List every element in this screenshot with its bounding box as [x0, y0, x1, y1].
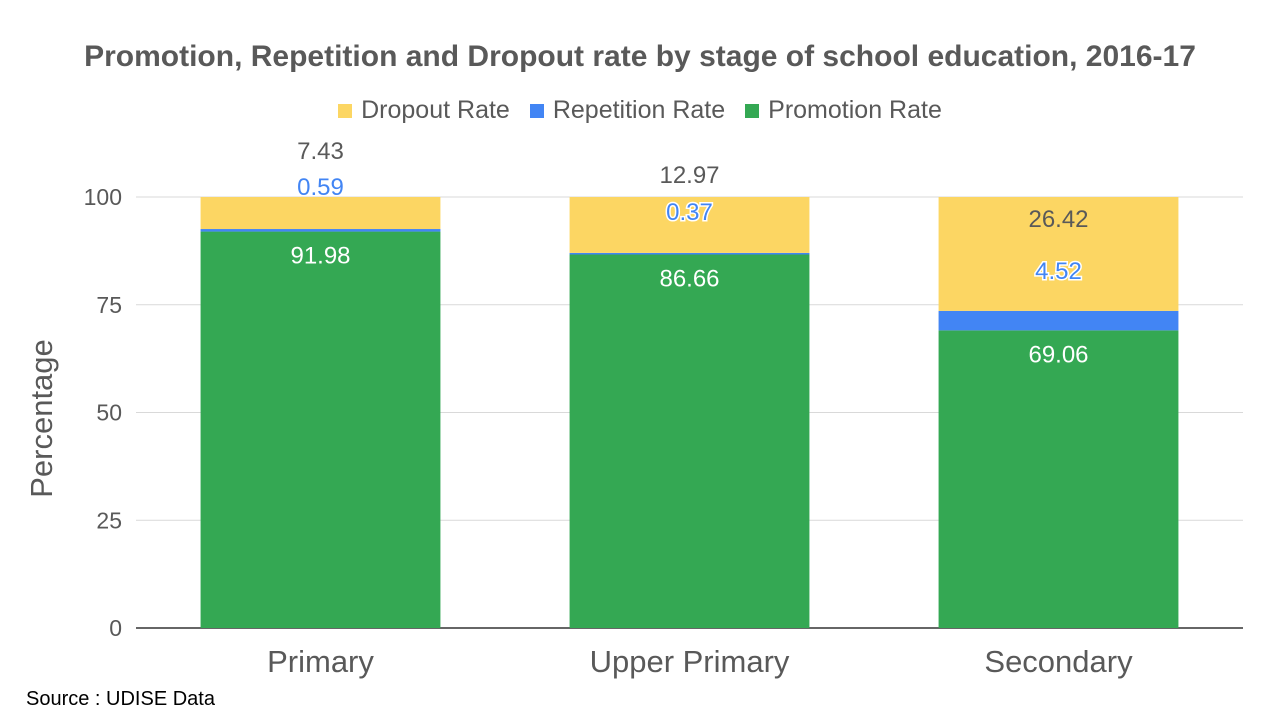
data-label-promotion-rate: 69.06 — [1028, 341, 1088, 368]
data-label-promotion-rate: 91.98 — [290, 243, 350, 270]
data-label-promotion-rate: 86.66 — [659, 265, 719, 292]
bar-promotion-rate — [200, 231, 441, 628]
bar-repetition-rate — [569, 252, 810, 255]
bar-repetition-rate — [938, 310, 1179, 331]
y-tick-label: 75 — [96, 292, 122, 318]
y-tick-label: 100 — [84, 184, 122, 210]
bar-dropout-rate — [200, 197, 441, 230]
y-tick-label: 25 — [96, 507, 122, 533]
data-label-dropout-rate: 7.43 — [297, 138, 344, 165]
bar-repetition-rate — [200, 229, 441, 232]
x-tick-label: Upper Primary — [590, 644, 790, 679]
legend-swatch-repetition — [529, 103, 544, 118]
chart-title: Promotion, Repetition and Dropout rate b… — [84, 40, 1196, 73]
bar-promotion-rate — [938, 330, 1179, 628]
legend-label-promotion: Promotion Rate — [768, 96, 942, 124]
source-note: Source : UDISE Data — [26, 688, 215, 710]
legend-item-promotion: Promotion Rate — [745, 96, 942, 125]
y-tick-label: 50 — [96, 400, 122, 426]
legend-item-dropout: Dropout Rate — [338, 96, 510, 125]
data-label-repetition-rate: 4.52 — [1035, 258, 1082, 285]
data-label-dropout-rate: 12.97 — [659, 162, 719, 189]
bar-dropout-rate — [938, 197, 1179, 311]
data-label-repetition-rate: 0.59 — [297, 174, 344, 201]
bar-promotion-rate — [569, 254, 810, 628]
legend-label-repetition: Repetition Rate — [552, 96, 726, 124]
data-label-repetition-rate: 0.37 — [666, 199, 713, 226]
data-label-dropout-rate: 26.42 — [1028, 206, 1088, 233]
legend-item-repetition: Repetition Rate — [529, 96, 726, 125]
x-tick-label: Secondary — [984, 644, 1133, 679]
legend-label-dropout: Dropout Rate — [361, 96, 510, 124]
bar-dropout-rate — [569, 197, 810, 253]
legend-swatch-promotion — [745, 103, 760, 118]
legend-swatch-dropout — [338, 103, 353, 118]
legend: Dropout Rate Repetition Rate Promotion R… — [0, 96, 1280, 125]
y-tick-label: 0 — [109, 615, 122, 641]
x-tick-label: Primary — [267, 644, 374, 679]
y-axis-title: Percentage — [24, 339, 59, 498]
